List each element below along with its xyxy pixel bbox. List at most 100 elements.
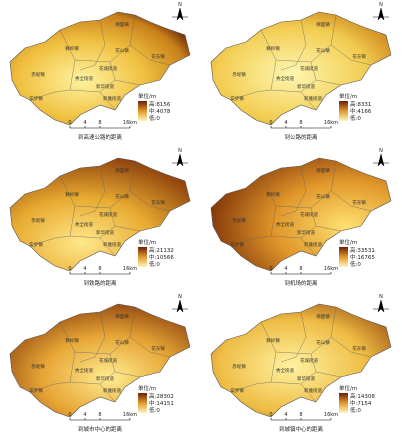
north-label: N [379, 148, 383, 154]
legend-unit: 单位/m [138, 384, 156, 392]
town-label: 梯面镇 [115, 313, 129, 320]
panel-title: 到城市中心的距离 [78, 425, 123, 433]
town-label: 新华街道 [297, 229, 315, 236]
scale-label: 0 [68, 266, 71, 272]
region [9, 157, 191, 272]
town-label: 炭步镇 [29, 95, 43, 102]
north-arrow [373, 7, 389, 21]
scale-bar [270, 272, 332, 275]
legend-swatch [339, 101, 348, 121]
legend-unit: 单位/m [339, 384, 357, 392]
town-label: 新雅街道 [304, 241, 322, 248]
legend-low: 低:0 [350, 260, 361, 268]
boundary [280, 311, 307, 363]
boundary [29, 381, 71, 393]
legend-low: 低:0 [149, 406, 160, 414]
boundary [29, 235, 71, 247]
scale-label: 16km [123, 266, 137, 272]
legend-low: 低:0 [350, 114, 361, 122]
scale-bar [270, 126, 332, 129]
north-label: N [178, 148, 182, 154]
town-label: 花东镇 [352, 53, 366, 60]
town-label: 花东镇 [352, 345, 366, 352]
region [210, 157, 392, 272]
legend-mid: 中:10566 [149, 253, 174, 261]
town-label: 炭步镇 [29, 387, 43, 394]
town-label: 花山镇 [115, 47, 129, 54]
town-label: 梯面镇 [316, 21, 330, 28]
scale-label: 8 [299, 266, 302, 272]
north-arrow [172, 7, 188, 21]
legend-unit: 单位/m [339, 92, 357, 100]
town-label: 花山镇 [316, 47, 330, 54]
north-arrow [373, 299, 389, 313]
boundary [330, 306, 372, 358]
town-label: 秀全街道 [276, 75, 294, 82]
town-label: 梯面镇 [115, 167, 129, 174]
town-label: 新雅街道 [304, 95, 322, 102]
scale-label: 4 [284, 120, 287, 126]
legend-mid: 中:7154 [350, 399, 372, 407]
panel-title: 到公路的距离 [284, 133, 318, 141]
legend-swatch [138, 393, 147, 413]
town-label: 狮岭镇 [65, 191, 79, 198]
scale-label: 4 [284, 412, 287, 418]
boundary [280, 165, 307, 217]
legend-mid: 中:16765 [350, 253, 375, 261]
legend-high: 高:28302 [149, 392, 174, 400]
town-label: 秀全街道 [276, 221, 294, 228]
town-label: 新雅街道 [103, 95, 121, 102]
boundary [330, 160, 372, 212]
scale-bar [69, 126, 131, 129]
scale-label: 0 [68, 412, 71, 418]
legend-swatch [138, 247, 147, 267]
scale-label: 8 [98, 266, 101, 272]
town-label: 狮岭镇 [65, 337, 79, 344]
town-label: 赤坭镇 [31, 217, 45, 224]
north-label: N [379, 294, 383, 300]
town-label: 赤坭镇 [232, 217, 246, 224]
town-label: 花城街道 [99, 65, 117, 72]
legend-low: 低:0 [149, 114, 160, 122]
scale-label: 0 [269, 412, 272, 418]
scale-label: 0 [269, 120, 272, 126]
legend-low: 低:0 [350, 406, 361, 414]
town-label: 炭步镇 [230, 387, 244, 394]
boundary [315, 225, 342, 232]
north-arrow [172, 299, 188, 313]
boundary [129, 14, 171, 66]
scale-bar [270, 418, 332, 421]
town-label: 新华街道 [96, 375, 114, 382]
town-label: 狮岭镇 [266, 337, 280, 344]
boundary [79, 19, 106, 71]
town-label: 赤坭镇 [232, 71, 246, 78]
town-label: 花山镇 [115, 193, 129, 200]
boundary [79, 165, 106, 217]
town-label: 赤坭镇 [232, 363, 246, 370]
boundary [330, 14, 372, 66]
town-label: 秀全街道 [75, 367, 93, 374]
legend-high: 高:21132 [149, 246, 174, 254]
scale-label: 16km [324, 412, 338, 418]
legend-swatch [339, 393, 348, 413]
scale-label: 8 [98, 120, 101, 126]
scale-label: 4 [83, 120, 86, 126]
north-label: N [379, 2, 383, 8]
scale-bar [69, 418, 131, 421]
boundary [29, 89, 71, 101]
town-label: 新华街道 [297, 375, 315, 382]
legend-mid: 中:4078 [149, 107, 171, 115]
legend-mid: 中:14151 [149, 399, 174, 407]
scale-label: 4 [83, 412, 86, 418]
town-label: 狮岭镇 [266, 191, 280, 198]
scale-label: 4 [83, 266, 86, 272]
town-label: 炭步镇 [230, 241, 244, 248]
scale-label: 8 [299, 120, 302, 126]
scale-label: 16km [123, 120, 137, 126]
town-label: 花城街道 [300, 65, 318, 72]
region [210, 11, 392, 126]
town-label: 花城街道 [300, 211, 318, 218]
